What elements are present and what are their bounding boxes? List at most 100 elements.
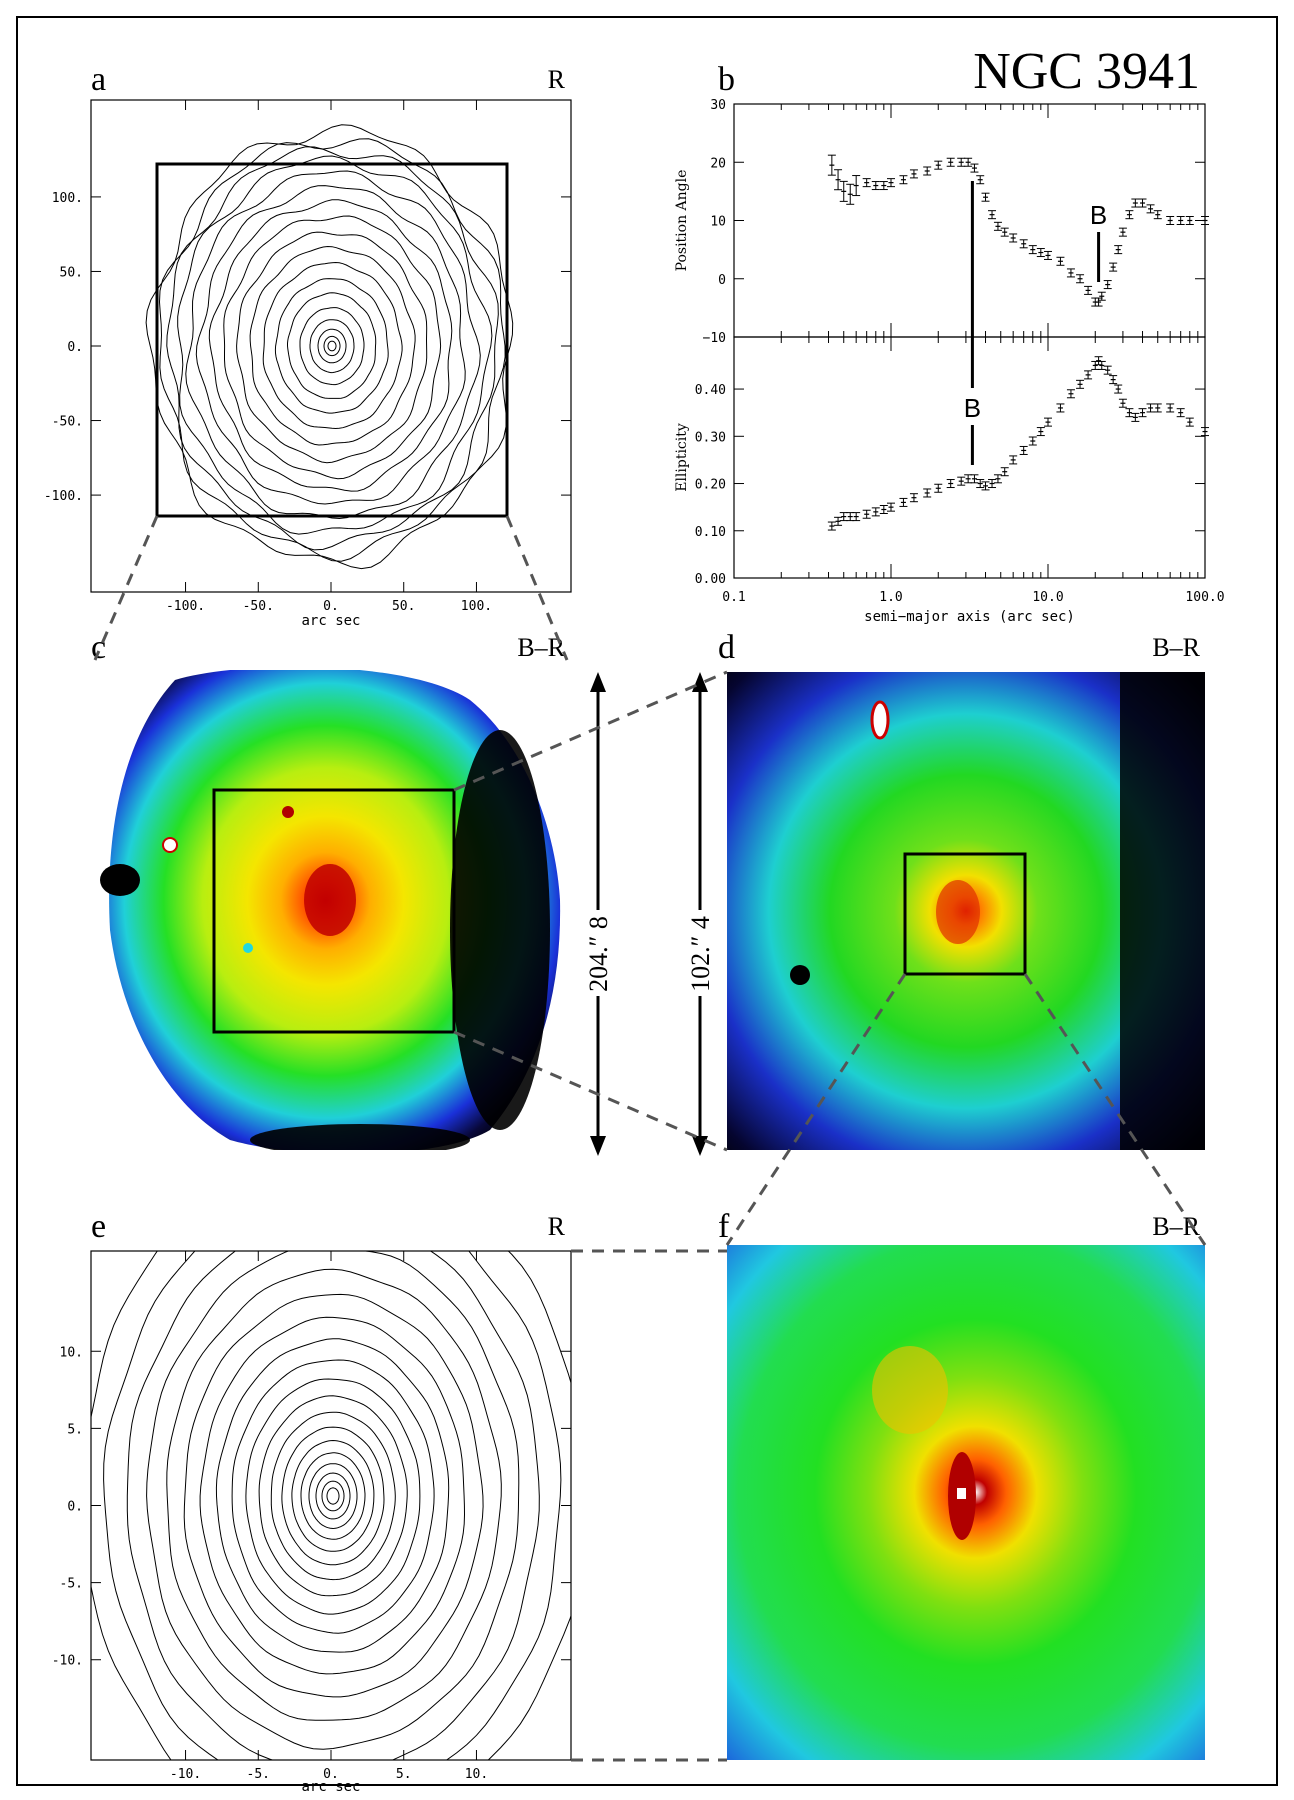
panel-e-letter: e — [91, 1208, 106, 1245]
isophote — [145, 124, 514, 570]
x-tick-label: -10. — [170, 1767, 201, 1782]
isophote — [103, 1251, 562, 1760]
y-tick-label: 0.20 — [695, 478, 726, 493]
panel-d-star — [870, 700, 890, 740]
isophote — [158, 138, 506, 562]
panel-c-letter: c — [91, 629, 106, 666]
x-tick-label: -5. — [247, 1767, 270, 1782]
isophote — [300, 1452, 366, 1540]
x-tick-label: 0.1 — [722, 590, 745, 605]
y-axis-label: Ellipticity — [674, 423, 690, 492]
isophote — [245, 1378, 421, 1615]
y-tick-label: -50. — [52, 415, 83, 430]
y-tick-label: 0.30 — [695, 430, 726, 445]
y-tick-label: 50. — [60, 265, 83, 280]
isophote — [317, 328, 347, 364]
isophote — [146, 1251, 520, 1750]
panel-d: d B–R — [718, 629, 1205, 1150]
panel-a-zoom-box — [155, 162, 509, 518]
y-tick-label: 20 — [710, 156, 726, 171]
x-tick-label: 10.0 — [1032, 590, 1063, 605]
y-tick-label: 0. — [67, 340, 83, 355]
y-tick-label: 0.40 — [695, 383, 726, 398]
panel-b-top-frame — [733, 103, 1206, 338]
panel-c-zoom-box — [212, 788, 456, 1034]
panel-a-letter: a — [91, 61, 106, 98]
galaxy-name: NGC 3941 — [973, 43, 1200, 100]
isophote — [327, 340, 337, 352]
panel-b: b 30 20 10 0 −10 Position Angle 0.40 0.30 0.20 0.… — [674, 61, 1225, 625]
panel-b-bottom-frame — [733, 336, 1206, 579]
panel-a-isophotes — [145, 124, 514, 570]
figure-frame — [16, 16, 1278, 1786]
y-tick-label: -10. — [52, 1654, 83, 1669]
x-tick-label: 50. — [392, 599, 415, 614]
y-tick-label: −10 — [703, 331, 726, 346]
isophote — [315, 1472, 351, 1520]
panel-e-axes: -10. -5. 0. 5. 10. 10. 5. 0. -5. -10. — [52, 1251, 571, 1782]
y-tick-label: 10. — [60, 1345, 83, 1360]
isophote — [287, 292, 377, 399]
isophote — [223, 215, 442, 480]
panel-e-isophotes — [91, 1251, 571, 1760]
y-tick-label: 30 — [710, 98, 726, 113]
isophote — [185, 170, 481, 520]
isophote — [291, 1439, 375, 1552]
panel-b-letter: b — [718, 61, 735, 98]
isophote — [321, 1480, 345, 1512]
isophote — [208, 199, 453, 492]
x-tick-label: 100.0 — [1185, 590, 1224, 605]
arrow-c-bottom-head — [590, 1136, 606, 1156]
x-tick-label: -50. — [243, 599, 274, 614]
panel-d-dark-spot — [790, 965, 810, 985]
isophote — [166, 1268, 502, 1721]
panel-c-colormap — [100, 670, 561, 1150]
isophote — [326, 1487, 340, 1505]
panel-c: c B–R — [91, 629, 566, 1150]
panel-f: f B–R — [718, 1208, 1205, 1760]
isophote — [231, 1359, 435, 1634]
panel-a-xlabel: arc sec — [301, 613, 360, 629]
panel-d-band: B–R — [1152, 633, 1200, 662]
panel-f-yellow-patch — [872, 1346, 948, 1434]
x-tick-label: 5. — [396, 1767, 412, 1782]
bar-marker-label: B — [1090, 200, 1107, 230]
label-d-bg — [685, 910, 715, 996]
arrow-c-top-head — [590, 672, 606, 692]
isophote — [323, 335, 341, 357]
isophote — [308, 1463, 358, 1530]
isophote — [309, 319, 355, 374]
panel-e: e R -10. -5. 0. 5. 10. 10. 5. 0. -5. -10. arc sec — [52, 1208, 572, 1795]
isophote — [199, 1316, 466, 1675]
label-d-size: 102.″ 4 — [686, 916, 715, 992]
isophote — [215, 1338, 450, 1653]
isophote — [281, 1426, 385, 1566]
panel-e-frame — [90, 1250, 572, 1761]
panel-d-dust-lane — [1120, 672, 1205, 1150]
y-axis-label: Position Angle — [674, 170, 690, 272]
label-c-size: 204.″ 8 — [584, 916, 613, 992]
scale-arrows: 204.″ 8 102.″ 4 — [583, 672, 715, 1156]
x-tick-label: 100. — [461, 599, 492, 614]
panel-d-letter: d — [718, 629, 735, 666]
isophote — [166, 146, 499, 551]
y-tick-label: 0.00 — [695, 572, 726, 587]
x-tick-label: 0. — [323, 1767, 339, 1782]
panel-e-xlabel: arc sec — [301, 1779, 360, 1795]
isophote — [274, 278, 389, 414]
bar-marker-label: B — [964, 393, 981, 423]
isophote — [195, 185, 466, 505]
x-tick-label: 1.0 — [879, 590, 902, 605]
y-tick-label: 0 — [718, 273, 726, 288]
y-tick-label: -100. — [44, 489, 83, 504]
zoom-connectors — [93, 515, 1207, 1762]
label-c-bg — [583, 910, 613, 996]
panel-f-letter: f — [718, 1208, 730, 1245]
y-tick-label: 100. — [52, 191, 83, 206]
panel-e-band: R — [548, 1212, 566, 1241]
panel-d-core — [936, 880, 980, 944]
x-tick-label: -100. — [166, 599, 205, 614]
y-tick-label: -5. — [60, 1577, 83, 1592]
